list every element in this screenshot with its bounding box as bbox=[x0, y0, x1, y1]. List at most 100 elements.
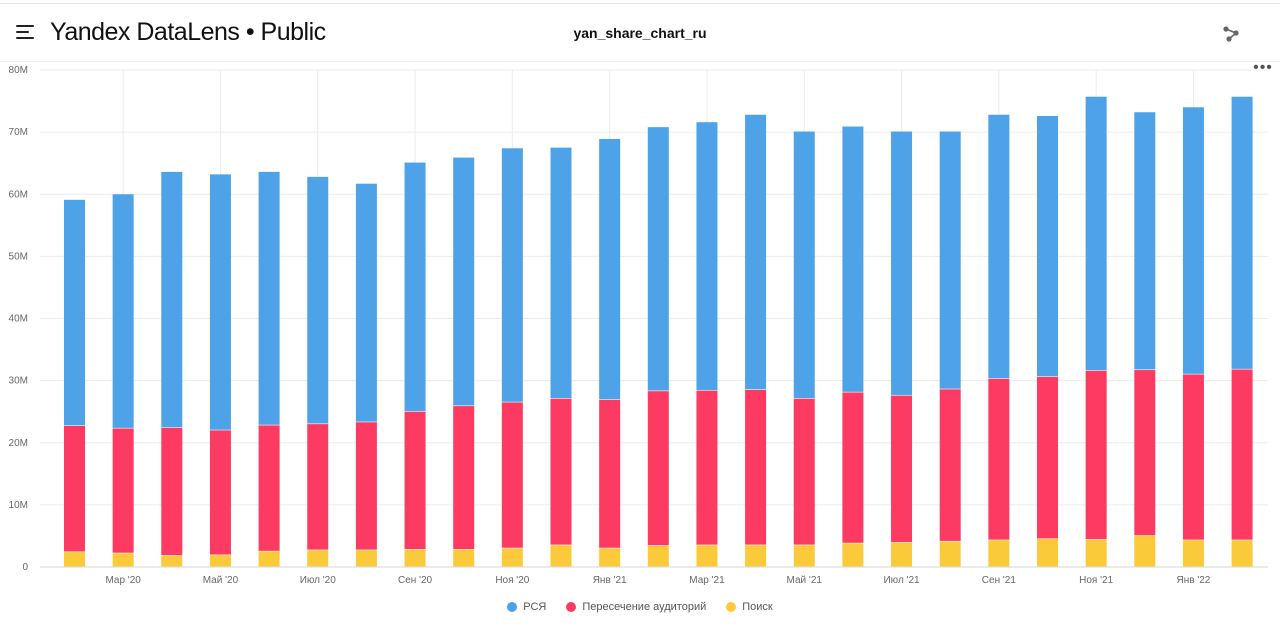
bar-search[interactable] bbox=[550, 545, 572, 567]
bar-search[interactable] bbox=[404, 549, 426, 567]
bar-search[interactable] bbox=[939, 541, 961, 567]
bar-overlap[interactable] bbox=[209, 430, 231, 555]
y-tick-label: 50M bbox=[9, 251, 28, 262]
bar-rsya[interactable] bbox=[1134, 112, 1156, 370]
bar-overlap[interactable] bbox=[501, 402, 523, 548]
bar-search[interactable] bbox=[355, 550, 377, 567]
bar-rsya[interactable] bbox=[355, 183, 377, 422]
bar-rsya[interactable] bbox=[793, 131, 815, 399]
legend-dot-rsya bbox=[507, 602, 518, 612]
bar-search[interactable] bbox=[112, 553, 134, 567]
bar-rsya[interactable] bbox=[842, 126, 864, 392]
bar-search[interactable] bbox=[453, 549, 475, 567]
bar-search[interactable] bbox=[501, 548, 523, 567]
bar-overlap[interactable] bbox=[599, 399, 621, 548]
legend-dot-search bbox=[726, 602, 737, 612]
bar-rsya[interactable] bbox=[307, 176, 329, 424]
bar-search[interactable] bbox=[258, 551, 280, 567]
bar-rsya[interactable] bbox=[1037, 115, 1058, 377]
brand-logo[interactable]: Yandex DataLens • Public bbox=[50, 18, 326, 46]
bar-rsya[interactable] bbox=[404, 162, 426, 412]
y-tick-label: 20M bbox=[9, 438, 28, 449]
bar-overlap[interactable] bbox=[355, 422, 377, 550]
bar-rsya[interactable] bbox=[1231, 96, 1253, 369]
bar-rsya[interactable] bbox=[161, 171, 183, 428]
bar-search[interactable] bbox=[891, 542, 913, 567]
bar-overlap[interactable] bbox=[745, 389, 767, 545]
legend-label-overlap: Пересечение аудиторий bbox=[582, 601, 707, 613]
bar-search[interactable] bbox=[161, 555, 183, 567]
bar-search[interactable] bbox=[1085, 539, 1107, 567]
more-dots-icon[interactable]: ••• bbox=[1253, 59, 1273, 76]
bar-overlap[interactable] bbox=[647, 391, 669, 546]
bar-search[interactable] bbox=[696, 545, 718, 567]
bar-rsya[interactable] bbox=[453, 157, 475, 406]
bar-rsya[interactable] bbox=[64, 199, 85, 426]
bar-overlap[interactable] bbox=[793, 398, 815, 545]
bar-overlap[interactable] bbox=[1182, 374, 1204, 540]
bar-rsya[interactable] bbox=[988, 114, 1010, 379]
bar-rsya[interactable] bbox=[599, 138, 621, 400]
top-border bbox=[0, 0, 1280, 4]
legend-item-overlap[interactable]: Пересечение аудиторий bbox=[566, 598, 706, 616]
bar-rsya[interactable] bbox=[696, 122, 718, 390]
y-tick-label: 60M bbox=[9, 189, 28, 200]
bar-overlap[interactable] bbox=[1037, 376, 1058, 539]
bar-overlap[interactable] bbox=[1134, 370, 1156, 536]
bar-rsya[interactable] bbox=[1085, 96, 1107, 371]
bar-rsya[interactable] bbox=[501, 148, 523, 402]
bar-rsya[interactable] bbox=[1182, 107, 1204, 374]
bar-search[interactable] bbox=[1182, 540, 1204, 567]
bar-overlap[interactable] bbox=[1085, 370, 1107, 540]
bar-search[interactable] bbox=[1134, 535, 1156, 567]
bar-rsya[interactable] bbox=[647, 127, 669, 391]
x-tick-label: Сен '21 bbox=[982, 575, 1017, 586]
legend-dot-overlap bbox=[566, 602, 577, 612]
bar-search[interactable] bbox=[647, 545, 669, 567]
bar-overlap[interactable] bbox=[1231, 369, 1253, 540]
y-tick-label: 70M bbox=[9, 127, 28, 138]
bar-rsya[interactable] bbox=[550, 147, 572, 399]
x-tick-label: Июл '21 bbox=[883, 575, 920, 586]
bar-search[interactable] bbox=[64, 552, 85, 567]
bar-search[interactable] bbox=[988, 540, 1010, 567]
bar-overlap[interactable] bbox=[307, 424, 329, 550]
bar-search[interactable] bbox=[1037, 539, 1058, 567]
bar-overlap[interactable] bbox=[696, 390, 718, 545]
bar-overlap[interactable] bbox=[404, 411, 426, 550]
x-tick-label: Ноя '21 bbox=[1079, 575, 1113, 586]
bar-rsya[interactable] bbox=[891, 131, 913, 395]
bar-overlap[interactable] bbox=[842, 392, 864, 543]
header-bar: Yandex DataLens • Public yan_share_chart… bbox=[0, 4, 1280, 62]
bar-search[interactable] bbox=[793, 545, 815, 567]
bar-rsya[interactable] bbox=[112, 194, 134, 428]
bar-rsya[interactable] bbox=[939, 131, 961, 389]
bar-overlap[interactable] bbox=[258, 425, 280, 551]
bar-overlap[interactable] bbox=[64, 425, 85, 552]
bar-overlap[interactable] bbox=[891, 395, 913, 543]
legend-item-rsya[interactable]: РСЯ bbox=[507, 598, 546, 616]
bar-overlap[interactable] bbox=[939, 389, 961, 541]
y-tick-label: 30M bbox=[9, 376, 28, 387]
bar-search[interactable] bbox=[842, 543, 864, 567]
bar-overlap[interactable] bbox=[988, 378, 1010, 540]
x-tick-label: Мар '21 bbox=[689, 575, 725, 586]
share-icon[interactable] bbox=[1222, 24, 1240, 42]
bar-overlap[interactable] bbox=[550, 398, 572, 545]
bar-search[interactable] bbox=[209, 555, 231, 567]
page-title: yan_share_chart_ru bbox=[573, 25, 707, 41]
hamburger-menu-icon[interactable] bbox=[16, 25, 34, 39]
bar-rsya[interactable] bbox=[209, 174, 231, 430]
bar-rsya[interactable] bbox=[745, 114, 767, 390]
bar-rsya[interactable] bbox=[258, 171, 280, 425]
bar-search[interactable] bbox=[599, 548, 621, 567]
y-axis-ticks: 0 10M 20M 30M 40M 50M 60M 70M 80M bbox=[9, 65, 29, 573]
bar-overlap[interactable] bbox=[161, 427, 183, 556]
bar-overlap[interactable] bbox=[112, 428, 134, 553]
bar-overlap[interactable] bbox=[453, 406, 475, 550]
x-tick-label: Май '21 bbox=[787, 575, 823, 586]
bar-search[interactable] bbox=[745, 545, 767, 567]
bar-search[interactable] bbox=[307, 550, 329, 567]
bar-search[interactable] bbox=[1231, 540, 1253, 567]
legend-item-search[interactable]: Поиск bbox=[726, 598, 773, 616]
